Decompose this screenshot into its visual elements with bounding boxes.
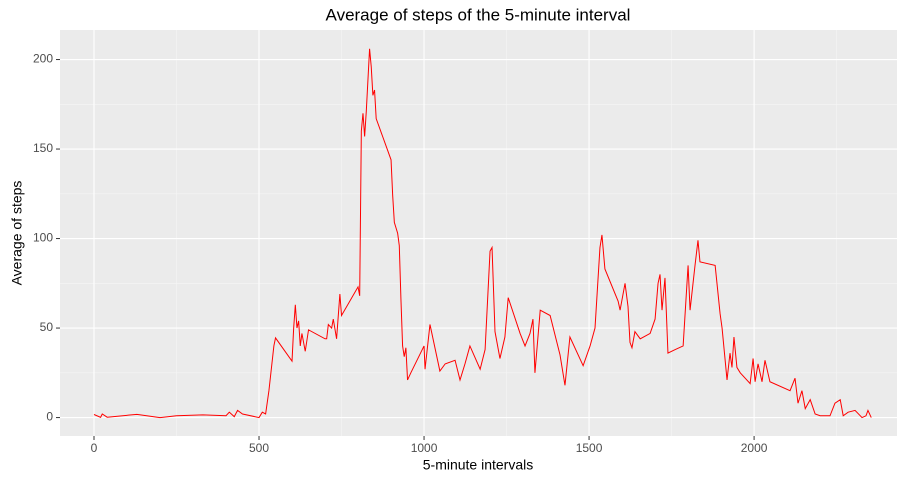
y-tick-label: 0 (46, 410, 53, 424)
chart-title: Average of steps of the 5-minute interva… (326, 5, 631, 24)
panel (60, 30, 897, 436)
y-tick-label: 50 (40, 320, 54, 334)
y-tick-label: 150 (33, 141, 53, 155)
y-tick-label: 200 (33, 52, 53, 66)
x-tick-label: 1500 (576, 441, 603, 455)
x-tick-label: 0 (91, 441, 98, 455)
x-tick-label: 1000 (411, 441, 438, 455)
data-line (93, 48, 872, 419)
x-tick-label: 2000 (741, 441, 768, 455)
x-axis-title: 5-minute intervals (423, 457, 534, 473)
y-axis-title: Average of steps (9, 181, 25, 286)
y-tick-label: 100 (33, 231, 53, 245)
x-tick-label: 500 (249, 441, 269, 455)
